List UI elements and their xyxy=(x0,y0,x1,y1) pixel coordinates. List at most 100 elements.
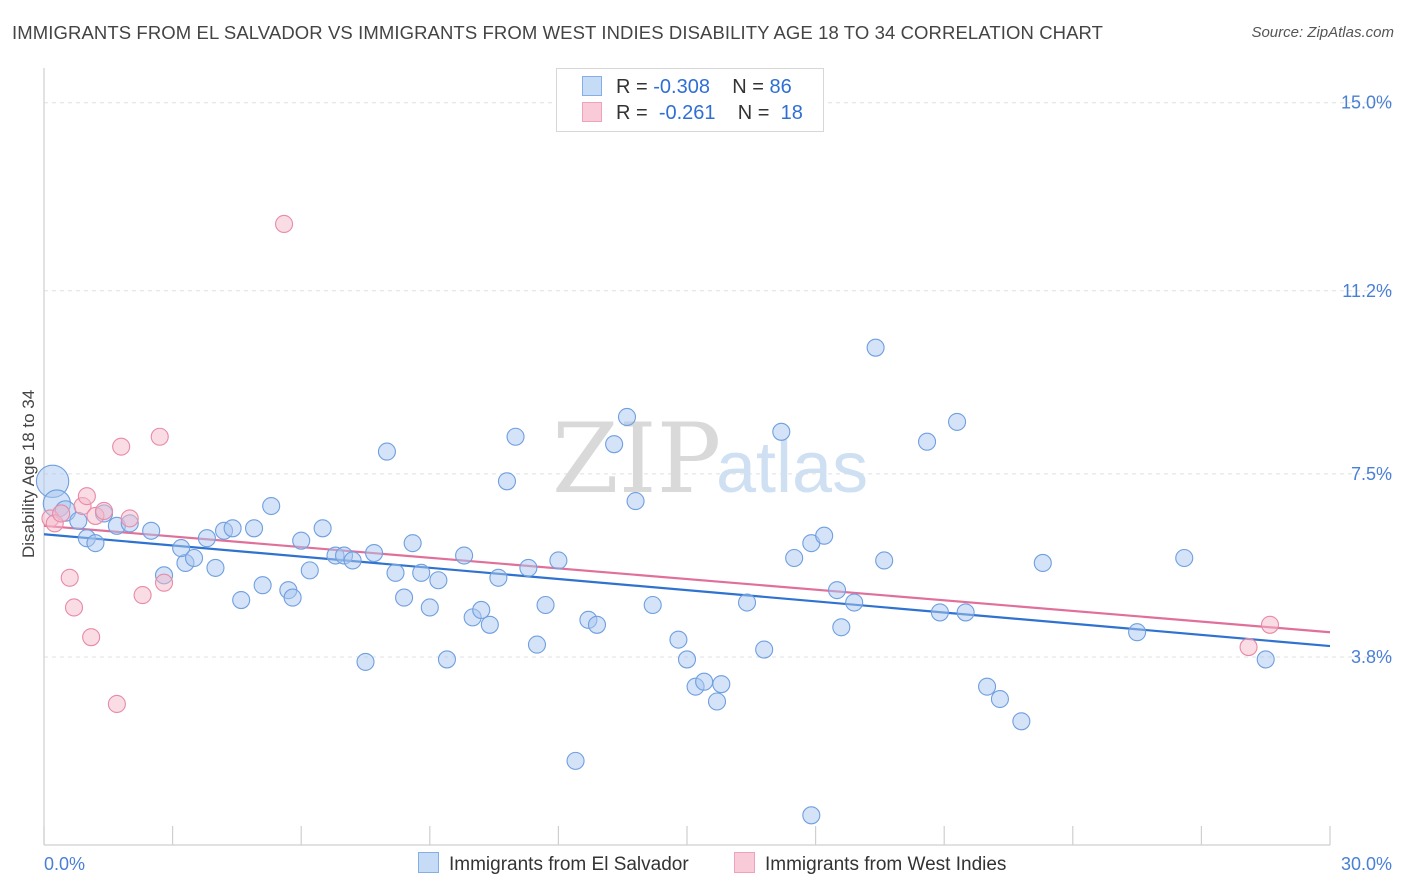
legend-swatch-blue xyxy=(582,76,602,96)
point-el-salvador-45 xyxy=(497,472,517,491)
point-el-salvador-31 xyxy=(365,543,384,563)
point-el-salvador-70 xyxy=(827,581,847,600)
point-el-salvador-15 xyxy=(206,558,225,577)
point-el-salvador-12 xyxy=(172,539,191,558)
bottom-legend-label-2: Immigrants from West Indies xyxy=(765,854,1007,875)
point-el-salvador-17 xyxy=(223,519,242,538)
y-tick-label-2: 11.2% xyxy=(1342,281,1392,301)
legend-r-value-2: -0.261 xyxy=(658,102,716,124)
watermark-atlas: atlas xyxy=(716,428,868,508)
point-el-salvador-14 xyxy=(197,529,216,548)
point-el-salvador-35 xyxy=(403,534,422,553)
watermark: ZIP atlas xyxy=(552,403,868,515)
point-west-indies-7 xyxy=(82,628,101,647)
legend-r-label: R = xyxy=(616,76,648,98)
point-el-salvador-62 xyxy=(707,692,727,711)
point-el-salvador-37 xyxy=(420,598,439,617)
y-tick-label-1: 7.5% xyxy=(1351,464,1392,484)
y-tick-label-0: 3.8% xyxy=(1351,647,1392,667)
point-el-salvador-69 xyxy=(815,526,834,545)
point-west-indies-10 xyxy=(107,694,126,714)
point-el-salvador-51 xyxy=(566,751,585,770)
point-el-salvador-29 xyxy=(343,551,362,570)
point-el-salvador-19 xyxy=(244,519,264,538)
point-west-indies-11 xyxy=(112,437,131,456)
point-el-salvador-79 xyxy=(978,677,997,696)
point-el-salvador-53 xyxy=(587,615,607,634)
data-points xyxy=(35,214,1280,825)
point-el-salvador-73 xyxy=(866,338,885,357)
point-el-salvador-9 xyxy=(142,521,161,540)
point-el-salvador-71 xyxy=(832,618,851,637)
legend-swatch-pink xyxy=(582,102,602,122)
point-el-salvador-67 xyxy=(785,548,804,568)
point-el-salvador-13 xyxy=(184,548,204,568)
point-el-salvador-76 xyxy=(930,603,949,622)
point-el-salvador-74 xyxy=(875,551,894,570)
trend-line-el-salvador xyxy=(43,533,1331,648)
point-el-salvador-43 xyxy=(480,615,499,634)
y-axis-label: Disability Age 18 to 34 xyxy=(19,390,38,558)
point-west-indies-13 xyxy=(133,586,152,605)
point-west-indies-18 xyxy=(1260,615,1280,634)
point-el-salvador-50 xyxy=(549,551,568,570)
legend-row-el-salvador: R = -0.308 N = 86 xyxy=(582,76,792,100)
point-el-salvador-65 xyxy=(755,640,774,659)
point-west-indies-15 xyxy=(154,573,174,592)
point-el-salvador-57 xyxy=(643,595,662,615)
x-tick-labels: 0.0% 30.0% xyxy=(44,854,1392,874)
point-west-indies-16 xyxy=(275,214,294,234)
point-el-salvador-26 xyxy=(313,519,332,538)
point-el-salvador-30 xyxy=(356,652,375,671)
legend-r-value-1: -0.308 xyxy=(653,76,710,98)
point-el-salvador-54 xyxy=(605,435,624,454)
point-el-salvador-86 xyxy=(1256,650,1275,669)
point-el-salvador-56 xyxy=(626,492,645,511)
point-el-salvador-47 xyxy=(519,558,538,577)
bottom-legend-swatch-pink xyxy=(734,852,755,873)
source-label: Source: ZipAtlas.com xyxy=(1251,24,1394,41)
x-tick-label-1: 30.0% xyxy=(1341,854,1392,874)
legend-row-west-indies: R = -0.261 N = 18 xyxy=(582,102,803,126)
point-el-salvador-66 xyxy=(772,422,791,441)
axes xyxy=(43,68,1331,846)
bottom-legend-el-salvador: Immigrants from El Salvador xyxy=(418,852,689,876)
point-el-salvador-42 xyxy=(472,600,491,620)
point-el-salvador-77 xyxy=(948,412,967,431)
point-el-salvador-23 xyxy=(283,588,302,607)
point-el-salvador-20 xyxy=(253,576,272,595)
point-el-salvador-75 xyxy=(918,432,937,451)
y-tick-label-3: 15.0% xyxy=(1341,93,1392,113)
bottom-legend-west-indies: Immigrants from West Indies xyxy=(734,852,1006,876)
point-el-salvador-64 xyxy=(737,593,757,612)
correlation-legend: R = -0.308 N = 86 R = -0.261 N = 18 xyxy=(556,68,824,132)
legend-n-label: N = xyxy=(737,102,770,124)
point-el-salvador-48 xyxy=(527,635,547,654)
point-el-salvador-82 xyxy=(1033,553,1052,572)
point-el-salvador-58 xyxy=(669,630,688,649)
point-el-salvador-25 xyxy=(300,561,319,580)
point-el-salvador-61 xyxy=(695,672,714,691)
point-el-salvador-21 xyxy=(262,496,281,516)
point-el-salvador-40 xyxy=(455,546,474,565)
y-tick-labels: 3.8% 7.5% 11.2% 15.0% xyxy=(1341,93,1392,667)
point-el-salvador-39 xyxy=(437,650,456,669)
bottom-legend-swatch-blue xyxy=(418,852,439,873)
legend-n-value-2: 18 xyxy=(780,102,803,124)
point-el-salvador-33 xyxy=(386,563,405,582)
x-tick-label-0: 0.0% xyxy=(44,854,85,874)
point-el-salvador-24 xyxy=(292,531,311,550)
legend-n-label: N = xyxy=(732,76,764,98)
point-el-salvador-32 xyxy=(377,442,396,461)
point-west-indies-3 xyxy=(60,568,79,587)
trend-line-west-indies xyxy=(43,524,1331,634)
point-el-salvador-46 xyxy=(506,427,525,446)
point-west-indies-6 xyxy=(77,487,96,506)
point-el-salvador-59 xyxy=(677,650,697,669)
point-west-indies-12 xyxy=(120,509,139,528)
point-west-indies-2 xyxy=(52,504,71,523)
chart-title: IMMIGRANTS FROM EL SALVADOR VS IMMIGRANT… xyxy=(12,22,1104,43)
point-el-salvador-78 xyxy=(956,603,975,622)
point-el-salvador-18 xyxy=(232,591,251,610)
